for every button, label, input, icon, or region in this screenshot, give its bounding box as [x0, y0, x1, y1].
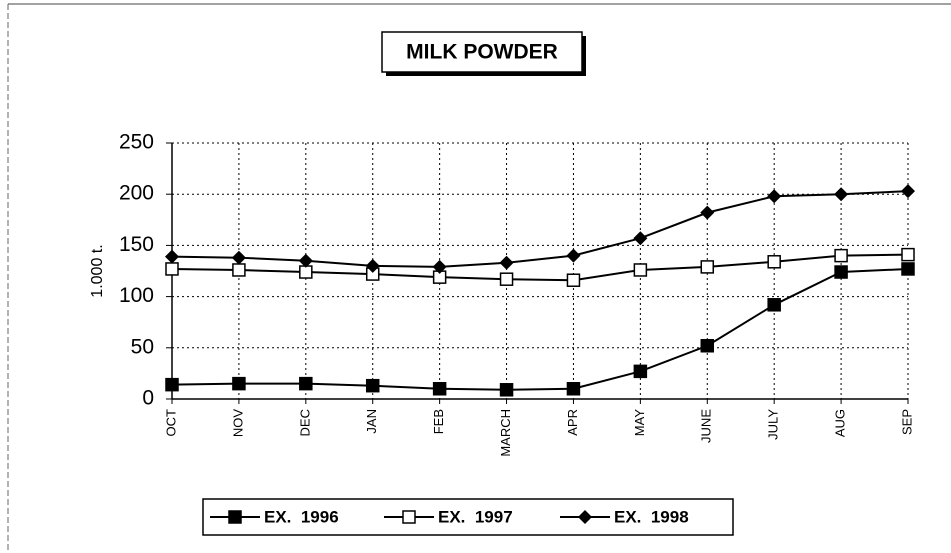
marker	[432, 259, 447, 274]
marker	[566, 273, 581, 287]
marker	[700, 260, 715, 274]
marker	[834, 187, 849, 202]
marker	[700, 205, 715, 220]
marker	[633, 364, 648, 379]
marker	[232, 376, 246, 391]
x-tick-label: JAN	[364, 409, 379, 434]
y-tick-label: 150	[119, 233, 154, 256]
marker	[578, 510, 592, 524]
series-line	[171, 267, 909, 391]
x-tick-label: AUG	[833, 409, 848, 437]
marker	[767, 255, 781, 269]
y-tick-label: 50	[131, 335, 154, 358]
x-tick-label: OCT	[163, 409, 178, 437]
marker	[231, 250, 246, 265]
x-tick-label: APR	[565, 409, 580, 436]
marker	[901, 262, 915, 276]
marker	[566, 248, 581, 263]
marker	[767, 189, 782, 204]
legend-box	[202, 498, 734, 536]
title-box	[381, 31, 583, 73]
marker	[633, 263, 648, 277]
y-tick-label: 0	[142, 387, 154, 410]
legend-label: EX. 1996	[264, 507, 339, 526]
x-tick-label: SEP	[899, 409, 914, 435]
y-axis-label: 1.000 t.	[89, 244, 106, 297]
marker	[834, 248, 848, 263]
y-tick-label: 250	[119, 131, 154, 154]
marker	[165, 262, 179, 276]
marker	[499, 383, 514, 397]
legend-label: EX. 1998	[614, 507, 689, 526]
x-tick-label: DEC	[297, 409, 312, 436]
series-line	[171, 253, 909, 282]
marker	[402, 510, 416, 524]
marker	[298, 253, 313, 268]
marker	[700, 339, 715, 353]
x-tick-label: JUNE	[699, 409, 714, 443]
series-line	[171, 190, 909, 268]
marker	[499, 272, 514, 286]
x-tick-label: NOV	[230, 409, 245, 438]
marker	[232, 263, 246, 277]
x-tick-label: MAY	[632, 409, 647, 437]
y-tick-label: 100	[119, 284, 154, 307]
marker	[165, 377, 179, 392]
marker	[365, 258, 380, 273]
marker	[901, 184, 915, 199]
marker	[432, 382, 447, 396]
x-tick-label: JULY	[766, 409, 781, 440]
marker	[834, 265, 848, 279]
marker	[566, 382, 581, 396]
marker	[901, 247, 915, 262]
marker	[767, 298, 781, 312]
chart-title: MILK POWDER	[406, 41, 558, 64]
marker	[365, 378, 380, 393]
x-tick-label: MARCH	[498, 409, 513, 457]
marker	[165, 249, 179, 264]
marker	[299, 265, 313, 279]
marker	[228, 510, 242, 524]
marker	[499, 255, 514, 270]
legend-label: EX. 1997	[438, 507, 513, 526]
marker	[633, 231, 648, 246]
marker	[299, 376, 313, 391]
y-tick-label: 200	[119, 182, 154, 205]
x-tick-label: FEB	[431, 409, 446, 434]
